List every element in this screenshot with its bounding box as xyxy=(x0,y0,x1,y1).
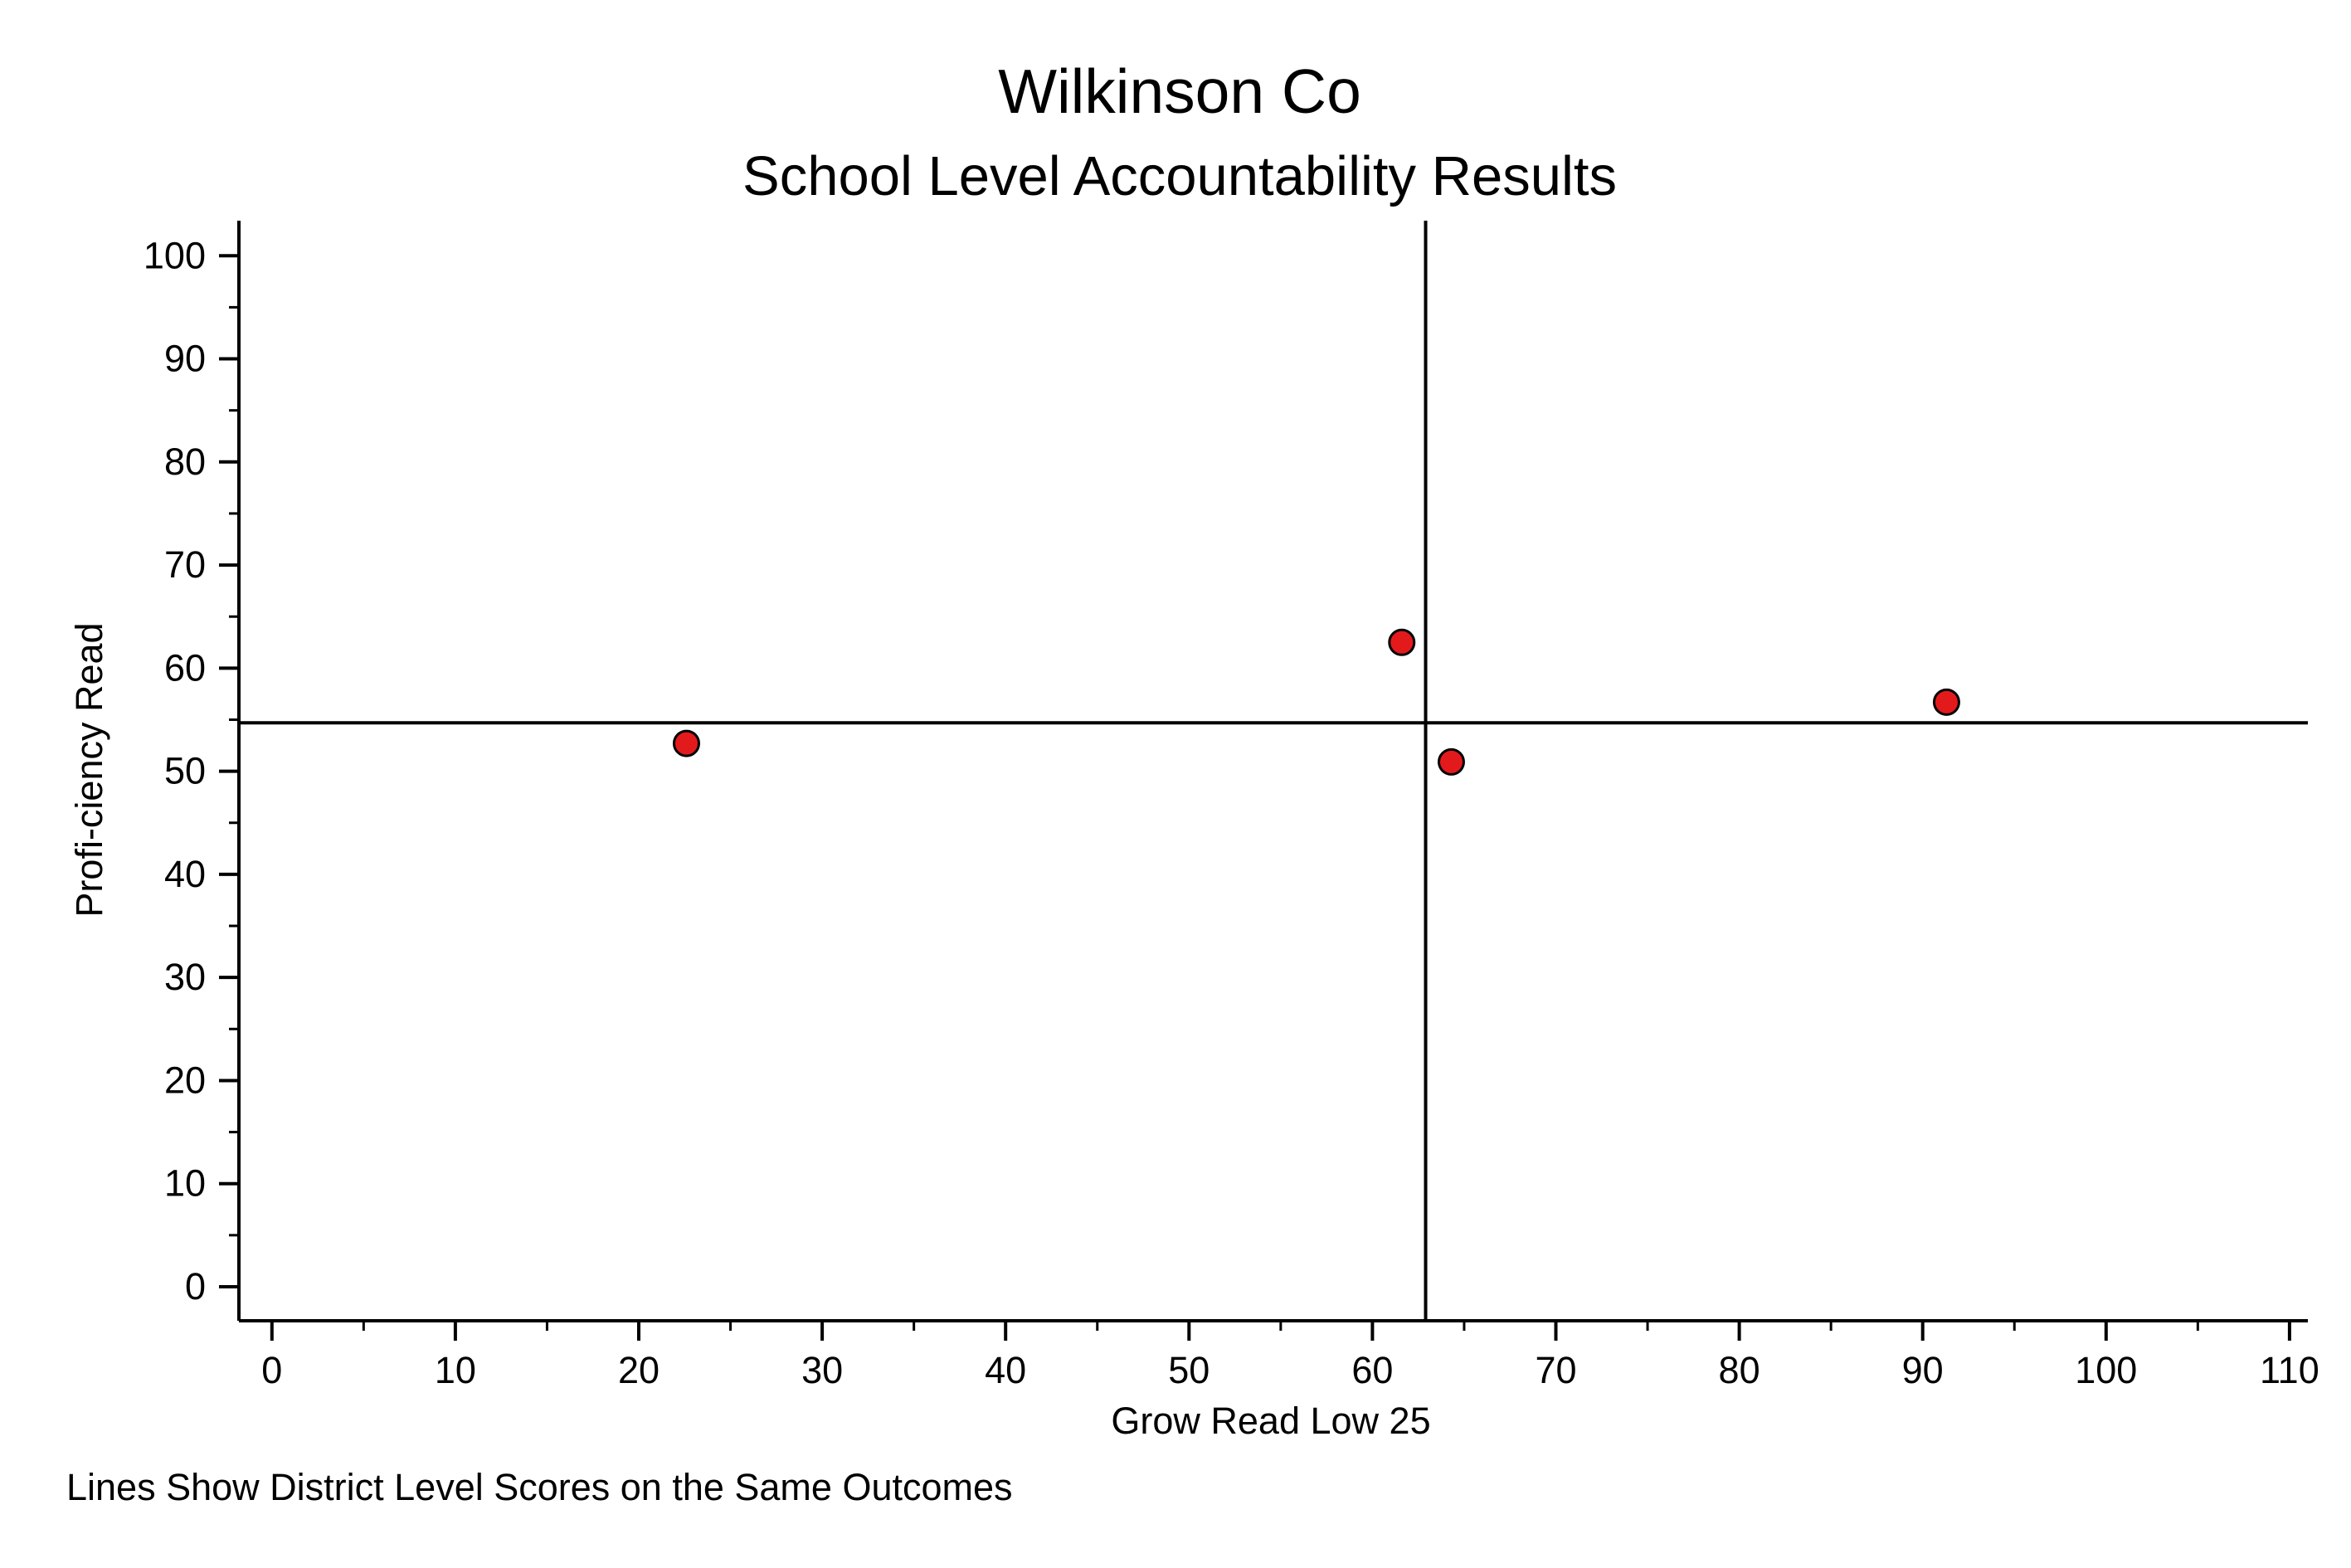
y-tick-label: 50 xyxy=(164,750,206,792)
chart-title: Wilkinson Co xyxy=(998,56,1361,126)
chart-note: Lines Show District Level Scores on the … xyxy=(66,1466,1013,1508)
x-axis-label: Grow Read Low 25 xyxy=(1111,1400,1430,1442)
y-tick-label: 20 xyxy=(164,1059,206,1101)
x-tick-label: 30 xyxy=(801,1349,843,1391)
x-tick-label: 70 xyxy=(1535,1349,1576,1391)
data-point xyxy=(672,729,700,757)
y-tick-label: 30 xyxy=(164,956,206,998)
y-tick-label: 0 xyxy=(185,1265,206,1307)
y-axis-label: Profi-ciency Read xyxy=(68,622,110,917)
axis-labels: Grow Read Low 25 Profi-ciency Read Lines… xyxy=(66,622,1431,1508)
axes: 0 10 20 30 40 50 60 70 80 90 100 0 10 20 30 40 50 60 70 80 9… xyxy=(144,221,2319,1391)
x-tick-label: 0 xyxy=(261,1349,282,1391)
y-tick-label: 40 xyxy=(164,853,206,895)
x-tick-label: 80 xyxy=(1719,1349,1760,1391)
chart-subtitle: School Level Accountability Results xyxy=(742,145,1617,207)
y-tick-label: 80 xyxy=(164,441,206,483)
data-point xyxy=(1388,628,1416,656)
x-tick-label: 110 xyxy=(2260,1349,2319,1391)
plot-area xyxy=(239,221,2308,1321)
y-tick-label: 100 xyxy=(144,234,206,276)
x-tick-label: 60 xyxy=(1351,1349,1393,1391)
x-tick-label: 90 xyxy=(1902,1349,1944,1391)
data-point xyxy=(1932,688,1960,716)
y-tick-label: 10 xyxy=(164,1162,206,1205)
data-point xyxy=(1437,747,1465,776)
y-tick-label: 90 xyxy=(164,338,206,380)
x-tick-label: 20 xyxy=(618,1349,660,1391)
y-tick-label: 60 xyxy=(164,646,206,689)
x-tick-label: 100 xyxy=(2075,1349,2137,1391)
y-tick-label: 70 xyxy=(164,543,206,586)
x-tick-label: 50 xyxy=(1168,1349,1210,1391)
x-tick-label: 40 xyxy=(985,1349,1026,1391)
x-tick-label: 10 xyxy=(435,1349,476,1391)
title-group: Wilkinson Co School Level Accountability… xyxy=(742,56,1617,207)
